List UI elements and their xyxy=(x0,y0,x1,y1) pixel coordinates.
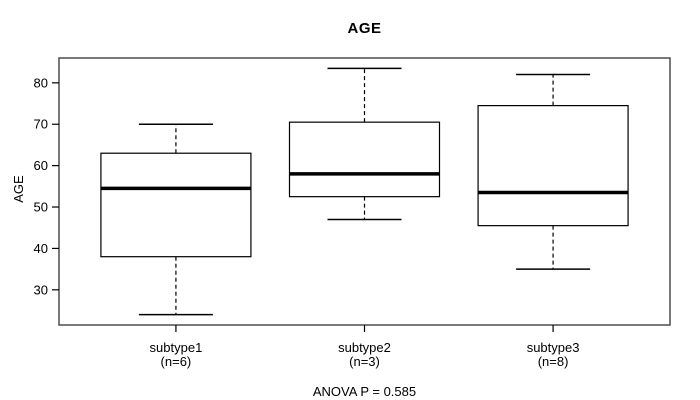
iqr-box xyxy=(100,152,252,258)
x-axis-label: subtype2 xyxy=(338,340,391,355)
y-tick-label: 40 xyxy=(34,241,48,256)
x-axis-label: subtype3 xyxy=(527,340,580,355)
anova-annotation: ANOVA P = 0.585 xyxy=(312,384,417,399)
y-tick-label: 30 xyxy=(34,282,48,297)
y-tick-label: 50 xyxy=(34,200,48,215)
y-tick-label: 70 xyxy=(34,117,48,132)
iqr-box xyxy=(288,121,441,198)
x-axis-sublabel: (n=6) xyxy=(161,354,192,369)
y-tick-label: 60 xyxy=(34,158,48,173)
chart-title: AGE xyxy=(347,20,382,37)
x-axis-sublabel: (n=3) xyxy=(349,354,380,369)
iqr-box xyxy=(477,105,629,227)
x-axis-sublabel: (n=8) xyxy=(538,354,569,369)
y-tick-label: 80 xyxy=(34,75,48,90)
x-axis-label: subtype1 xyxy=(150,340,203,355)
